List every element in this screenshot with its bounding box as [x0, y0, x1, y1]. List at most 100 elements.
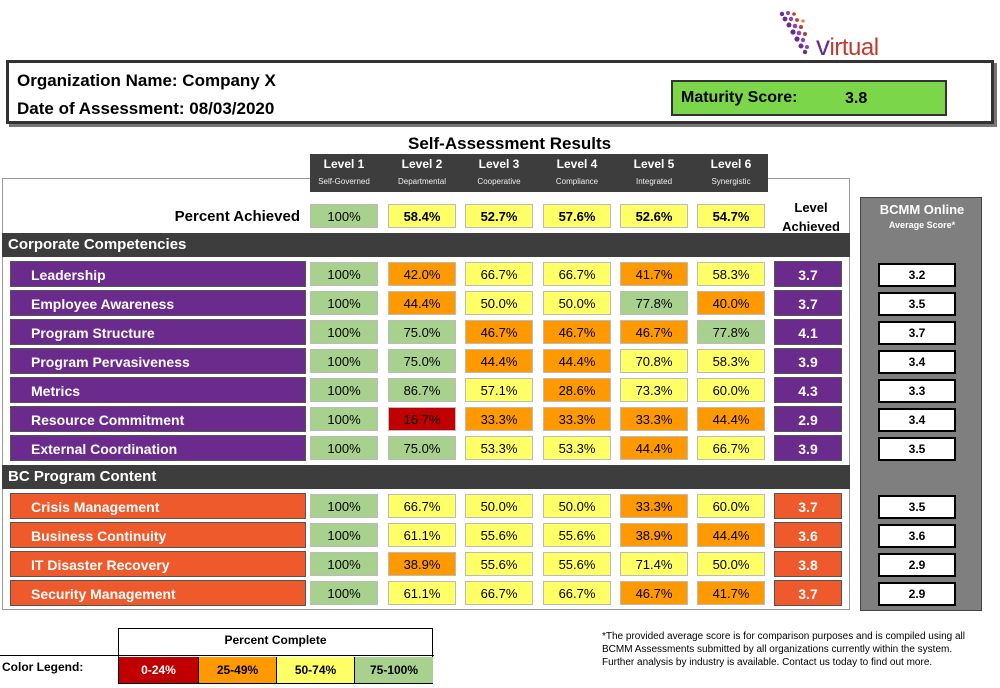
score-cell: 60.0% [697, 494, 765, 518]
score-cell: 100% [310, 581, 378, 605]
score-cell: 100% [310, 407, 378, 431]
legend-swatch: 0-24% [118, 657, 198, 683]
score-cell: 71.4% [620, 552, 688, 576]
score-cell: 46.7% [543, 320, 611, 344]
percent-achieved-cell: 57.6% [543, 204, 611, 228]
score-cell: 33.3% [543, 407, 611, 431]
score-cell: 44.4% [620, 436, 688, 460]
results-title: Self-Assessment Results [408, 134, 612, 153]
assessment-header: Organization Name: Company X Date of Ass… [6, 60, 994, 124]
level-achieved-score: 3.7 [774, 580, 842, 606]
score-cell: 55.6% [543, 552, 611, 576]
level-achieved-header: Level Achieved [782, 200, 840, 234]
legend-swatch: 50-74% [276, 657, 354, 683]
bcmm-average-score: 2.9 [878, 582, 956, 606]
score-cell: 38.9% [388, 552, 456, 576]
bcmm-title: BCMM Online [879, 202, 965, 217]
level-achieved-score: 4.1 [774, 319, 842, 345]
score-cell: 58.3% [697, 349, 765, 373]
score-cell: 58.3% [697, 262, 765, 286]
score-cell: 100% [310, 436, 378, 460]
footnote: *The provided average score is for compa… [602, 631, 965, 668]
level-achieved-score: 3.9 [774, 435, 842, 461]
row-label: Leadership [10, 261, 306, 287]
legend-swatch: 75-100% [354, 657, 433, 683]
score-cell: 66.7% [465, 581, 533, 605]
score-cell: 100% [310, 349, 378, 373]
row-label: Metrics [10, 377, 306, 403]
legend-swatch: 25-49% [198, 657, 276, 683]
score-cell: 61.1% [388, 523, 456, 547]
level-descriptor: Compliance [555, 177, 599, 186]
level-achieved-score: 3.7 [774, 261, 842, 287]
score-cell: 38.9% [620, 523, 688, 547]
score-cell: 75.0% [388, 320, 456, 344]
level-header-bar: Level 1 Self-Governed Level 2 Departmental L… [310, 154, 768, 192]
level-achieved-score: 3.8 [774, 551, 842, 577]
level-achieved-score: 4.3 [774, 377, 842, 403]
score-cell: 66.7% [388, 494, 456, 518]
maturity-score-label: Maturity Score: [681, 89, 798, 106]
score-cell: 16.7% [388, 407, 456, 431]
legend-title: Percent Complete [224, 633, 327, 647]
score-cell: 50.0% [465, 494, 533, 518]
level-header-4: Level 4 Compliance [539, 157, 615, 186]
score-cell: 55.6% [465, 523, 533, 547]
level-name: Level 5 [633, 157, 675, 171]
bcmm-average-score: 3.4 [878, 408, 956, 432]
bcmm-average-score: 3.5 [878, 437, 956, 461]
maturity-score-box: Maturity Score: 3.8 [671, 80, 947, 116]
score-cell: 55.6% [465, 552, 533, 576]
bcmm-average-score: 3.5 [878, 292, 956, 316]
score-cell: 33.3% [620, 494, 688, 518]
score-cell: 77.8% [620, 291, 688, 315]
score-cell: 100% [310, 320, 378, 344]
score-cell: 66.7% [465, 262, 533, 286]
score-cell: 50.0% [697, 552, 765, 576]
level-name: Level 3 [478, 157, 520, 171]
bcmm-average-score: 3.5 [878, 495, 956, 519]
percent-achieved-cell: 54.7% [697, 204, 765, 228]
row-label: IT Disaster Recovery [10, 551, 306, 577]
level-descriptor: Synergistic [711, 177, 751, 186]
percent-achieved-cell: 52.6% [620, 204, 688, 228]
score-cell: 41.7% [697, 581, 765, 605]
score-cell: 44.4% [697, 523, 765, 547]
assessment-date: Date of Assessment: 08/03/2020 [17, 99, 275, 118]
legend-divider [0, 655, 434, 656]
bcmm-average-score: 2.9 [878, 553, 956, 577]
score-cell: 50.0% [543, 494, 611, 518]
score-cell: 44.4% [697, 407, 765, 431]
level-achieved-score: 2.9 [774, 406, 842, 432]
level-achieved-score: 3.9 [774, 348, 842, 374]
score-cell: 50.0% [543, 291, 611, 315]
bcmm-average-score: 3.4 [878, 350, 956, 374]
score-cell: 50.0% [465, 291, 533, 315]
percent-achieved-label: Percent Achieved [174, 208, 300, 225]
level-header-6: Level 6 Synergistic [693, 157, 769, 186]
level-header-1: Level 1 Self-Governed [306, 157, 382, 186]
percent-achieved-cell: 58.4% [388, 204, 456, 228]
score-cell: 40.0% [697, 291, 765, 315]
score-cell: 73.3% [620, 378, 688, 402]
level-descriptor: Self-Governed [318, 177, 370, 186]
score-cell: 75.0% [388, 436, 456, 460]
bcmm-average-score: 3.3 [878, 379, 956, 403]
score-cell: 75.0% [388, 349, 456, 373]
score-cell: 100% [310, 494, 378, 518]
level-header-5: Level 5 Integrated [616, 157, 692, 186]
bcmm-subtitle: Average Score* [888, 220, 956, 230]
score-cell: 57.1% [465, 378, 533, 402]
level-descriptor: Cooperative [477, 177, 521, 186]
score-cell: 100% [310, 378, 378, 402]
bcmm-average-score: 3.6 [878, 524, 956, 548]
bcmm-online-panel: BCMM Online Average Score* [860, 197, 982, 611]
score-cell: 66.7% [543, 581, 611, 605]
score-cell: 44.4% [388, 291, 456, 315]
row-label: Resource Commitment [10, 406, 306, 432]
level-achieved-score: 3.7 [774, 290, 842, 316]
score-cell: 46.7% [620, 581, 688, 605]
level-header-3: Level 3 Cooperative [461, 157, 537, 186]
bcmm-average-score: 3.2 [878, 263, 956, 287]
row-label: Program Structure [10, 319, 306, 345]
